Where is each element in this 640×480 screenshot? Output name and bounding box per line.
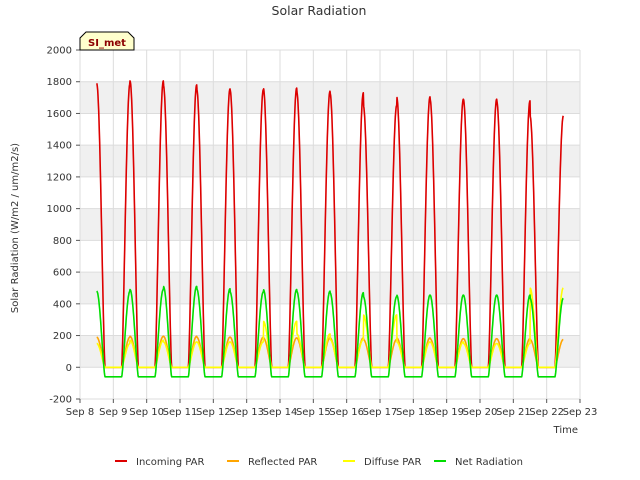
y-axis-label: Solar Radiation (W/m2 / um/m2/s) [10,143,21,313]
x-tick-label: Sep 19 [429,407,464,418]
y-tick-label: 1200 [47,172,72,183]
x-tick-label: Sep 18 [396,407,431,418]
series-line-diffuse-par [96,287,564,369]
x-tick-label: Sep 14 [263,407,298,418]
x-tick-label: Sep 15 [296,407,331,418]
y-tick-label: -200 [49,395,72,406]
y-tick-label: 1000 [47,204,72,215]
x-tick-label: Sep 12 [196,407,231,418]
gridlines [79,49,581,400]
y-tick-label: 1800 [47,77,72,88]
x-tick-label: Sep 13 [229,407,264,418]
y-tick-label: 200 [53,331,72,342]
plot-band [80,145,580,177]
x-tick-label: Sep 20 [463,407,498,418]
y-tick-label: 0 [66,363,72,374]
chart-title: Solar Radiation [272,3,367,18]
series-line-net-radiation [96,285,564,378]
x-tick-label: Sep 21 [496,407,531,418]
legend-label: Diffuse PAR [364,457,421,468]
legend: Incoming PAR Reflected PAR Diffuse PAR Net … [115,457,523,468]
y-axis-ticks: -200 0 200 400 600 800 1000 1200 1400 1600 1800 200… [47,46,80,406]
plot-band [80,208,580,241]
y-tick-label: 400 [53,299,72,310]
legend-label: Reflected PAR [248,457,317,468]
site-badge-text: SI_met [88,38,126,49]
series-layer [95,80,565,378]
y-tick-label: 1400 [47,141,72,152]
x-tick-label: Sep 9 [99,407,127,418]
x-tick-label: Sep 8 [66,407,94,418]
legend-label: Incoming PAR [136,457,205,468]
plot-bands [80,81,580,368]
y-tick-label: 800 [53,236,72,247]
x-tick-label: Sep 17 [363,407,398,418]
site-label-badge: SI_met [79,31,135,51]
x-tick-label: Sep 22 [529,407,564,418]
x-axis-label: Time [553,425,578,436]
y-tick-label: 2000 [47,46,72,57]
x-tick-label: Sep 10 [129,407,164,418]
y-tick-label: 600 [53,268,72,279]
x-tick-label: Sep 16 [329,407,364,418]
plot-band [80,272,580,304]
x-tick-label: Sep 23 [563,407,598,418]
y-tick-label: 1600 [47,109,72,120]
site-badge-box [79,31,135,51]
legend-label: Net Radiation [455,457,523,468]
x-tick-label: Sep 11 [163,407,198,418]
plot-band [80,81,580,114]
